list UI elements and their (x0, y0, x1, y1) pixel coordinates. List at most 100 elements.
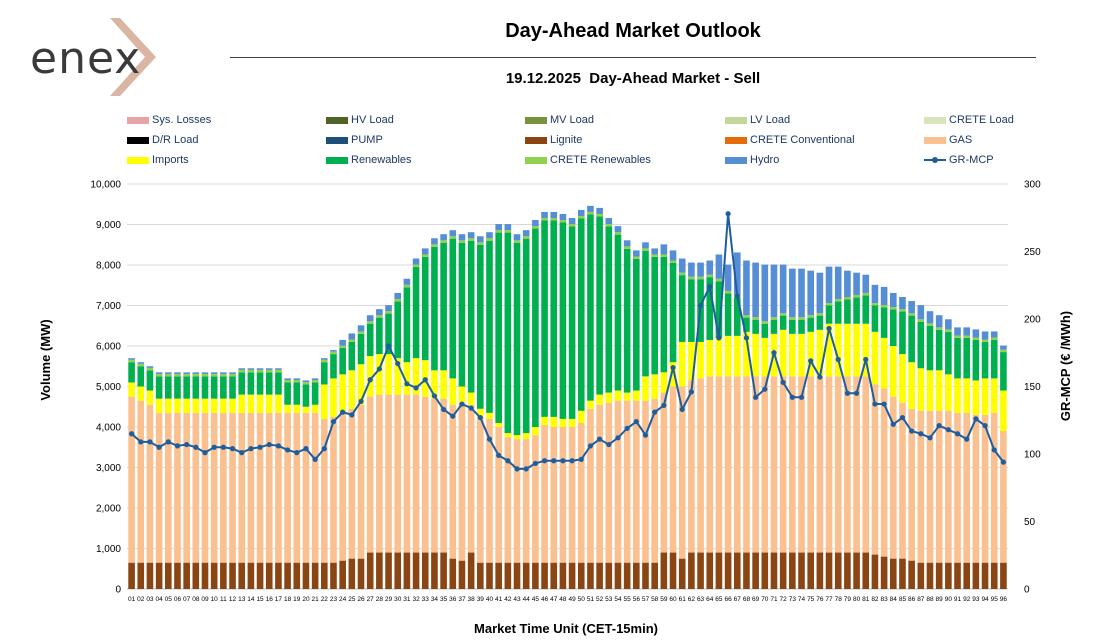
bar-crete-renewables (908, 313, 915, 316)
bar-imports (137, 386, 145, 401)
bar-gas (330, 416, 337, 563)
bar-renewables (302, 384, 310, 407)
bar-hydro (532, 220, 539, 227)
bar-imports (889, 346, 897, 397)
mcp-point (156, 444, 162, 450)
bar-renewables (789, 319, 796, 334)
legend-label: MV Load (550, 114, 595, 126)
mcp-point (248, 446, 254, 452)
bar-gas (532, 435, 539, 563)
x-tick-label: 33 (422, 596, 430, 603)
bar-lignite (201, 562, 209, 589)
bar-renewables (678, 275, 686, 342)
x-tick-label: 20 (302, 596, 310, 603)
x-tick-label: 58 (651, 596, 659, 603)
bar-gas (669, 386, 677, 553)
legend-swatch (525, 116, 547, 124)
bar-renewables (522, 238, 530, 434)
bar-crete-renewables (715, 278, 723, 282)
bar-imports (486, 412, 493, 419)
bar-imports (660, 372, 668, 393)
bar-hydro (467, 232, 475, 239)
x-tick-label: 43 (513, 596, 521, 603)
bar-gas (853, 376, 860, 553)
bar-lignite (761, 552, 769, 589)
y-tick-label: 5,000 (96, 382, 121, 393)
bar-hydro (990, 331, 998, 338)
mcp-point (349, 412, 355, 418)
x-tick-label: 73 (789, 596, 797, 603)
legend-label: Sys. Losses (152, 114, 212, 126)
bar-crete-renewables (421, 254, 429, 257)
bar-lignite (972, 562, 980, 589)
bar-renewables (164, 376, 172, 399)
bar-renewables (669, 262, 677, 363)
bar-hydro (743, 260, 750, 316)
bar-renewables (706, 277, 714, 340)
mcp-point (863, 356, 869, 363)
bar-hydro (238, 368, 246, 370)
x-tick-label: 93 (972, 596, 980, 603)
bar-crete-renewables (192, 373, 200, 377)
bar-imports (568, 418, 576, 427)
mcp-point (826, 325, 832, 332)
y2-tick-label: 250 (1024, 247, 1041, 258)
bar-crete-renewables (265, 369, 273, 373)
bar-renewables (458, 242, 466, 387)
x-tick-label: 09 (201, 596, 209, 603)
bar-crete-renewables (1000, 349, 1007, 353)
bar-gas (210, 412, 218, 563)
bar-crete-renewables (541, 218, 548, 221)
y2-tick-label: 200 (1024, 315, 1041, 326)
bar-renewables (990, 339, 998, 379)
bar-lignite (504, 562, 512, 589)
mcp-point (789, 394, 795, 400)
bar-hydro (284, 378, 291, 381)
bar-hydro (256, 368, 264, 370)
bar-hydro (981, 331, 989, 340)
bar-gas (889, 396, 897, 559)
bar-hydro (376, 309, 383, 316)
bar-hydro (486, 232, 493, 239)
x-tick-label: 72 (780, 596, 788, 603)
legend-item-gr-mcp: GR-MCP (924, 153, 994, 167)
bar-crete-renewables (990, 337, 998, 340)
x-tick-label: 95 (991, 596, 999, 603)
bar-renewables (844, 299, 851, 324)
x-tick-label: 54 (614, 596, 622, 603)
bar-imports (376, 354, 383, 395)
legend-item-gas: GAS (924, 133, 972, 147)
bar-gas (128, 396, 135, 563)
bar-gas (908, 408, 915, 561)
bar-lignite (789, 552, 796, 589)
bar-renewables (1000, 352, 1007, 391)
bar-imports (926, 370, 934, 411)
bar-renewables (935, 329, 943, 371)
bar-imports (853, 323, 860, 377)
bar-gas (504, 437, 512, 563)
x-tick-label: 32 (412, 596, 420, 603)
bar-gas (541, 424, 548, 563)
legend-item-mv-load: MV Load (525, 113, 594, 127)
bar-gas (651, 398, 658, 563)
bar-renewables (146, 370, 154, 391)
bar-hydro (293, 378, 301, 381)
bar-imports (899, 354, 906, 403)
bar-lignite (945, 562, 952, 589)
bar-renewables (724, 293, 732, 336)
bar-imports (477, 408, 484, 417)
bar-imports (633, 390, 640, 401)
legend-swatch (725, 136, 747, 144)
bar-lignite (357, 558, 365, 590)
legend-item-lignite: Lignite (525, 133, 582, 147)
mcp-point (872, 401, 878, 407)
mcp-point (734, 293, 740, 299)
bar-crete-renewables (880, 305, 888, 308)
bar-hydro (651, 248, 658, 255)
legend-swatch (326, 116, 348, 124)
x-tick-label: 88 (926, 596, 934, 603)
bar-renewables (642, 250, 649, 377)
bar-lignite (522, 562, 530, 589)
bar-hydro (155, 372, 163, 374)
bar-renewables (651, 256, 658, 375)
